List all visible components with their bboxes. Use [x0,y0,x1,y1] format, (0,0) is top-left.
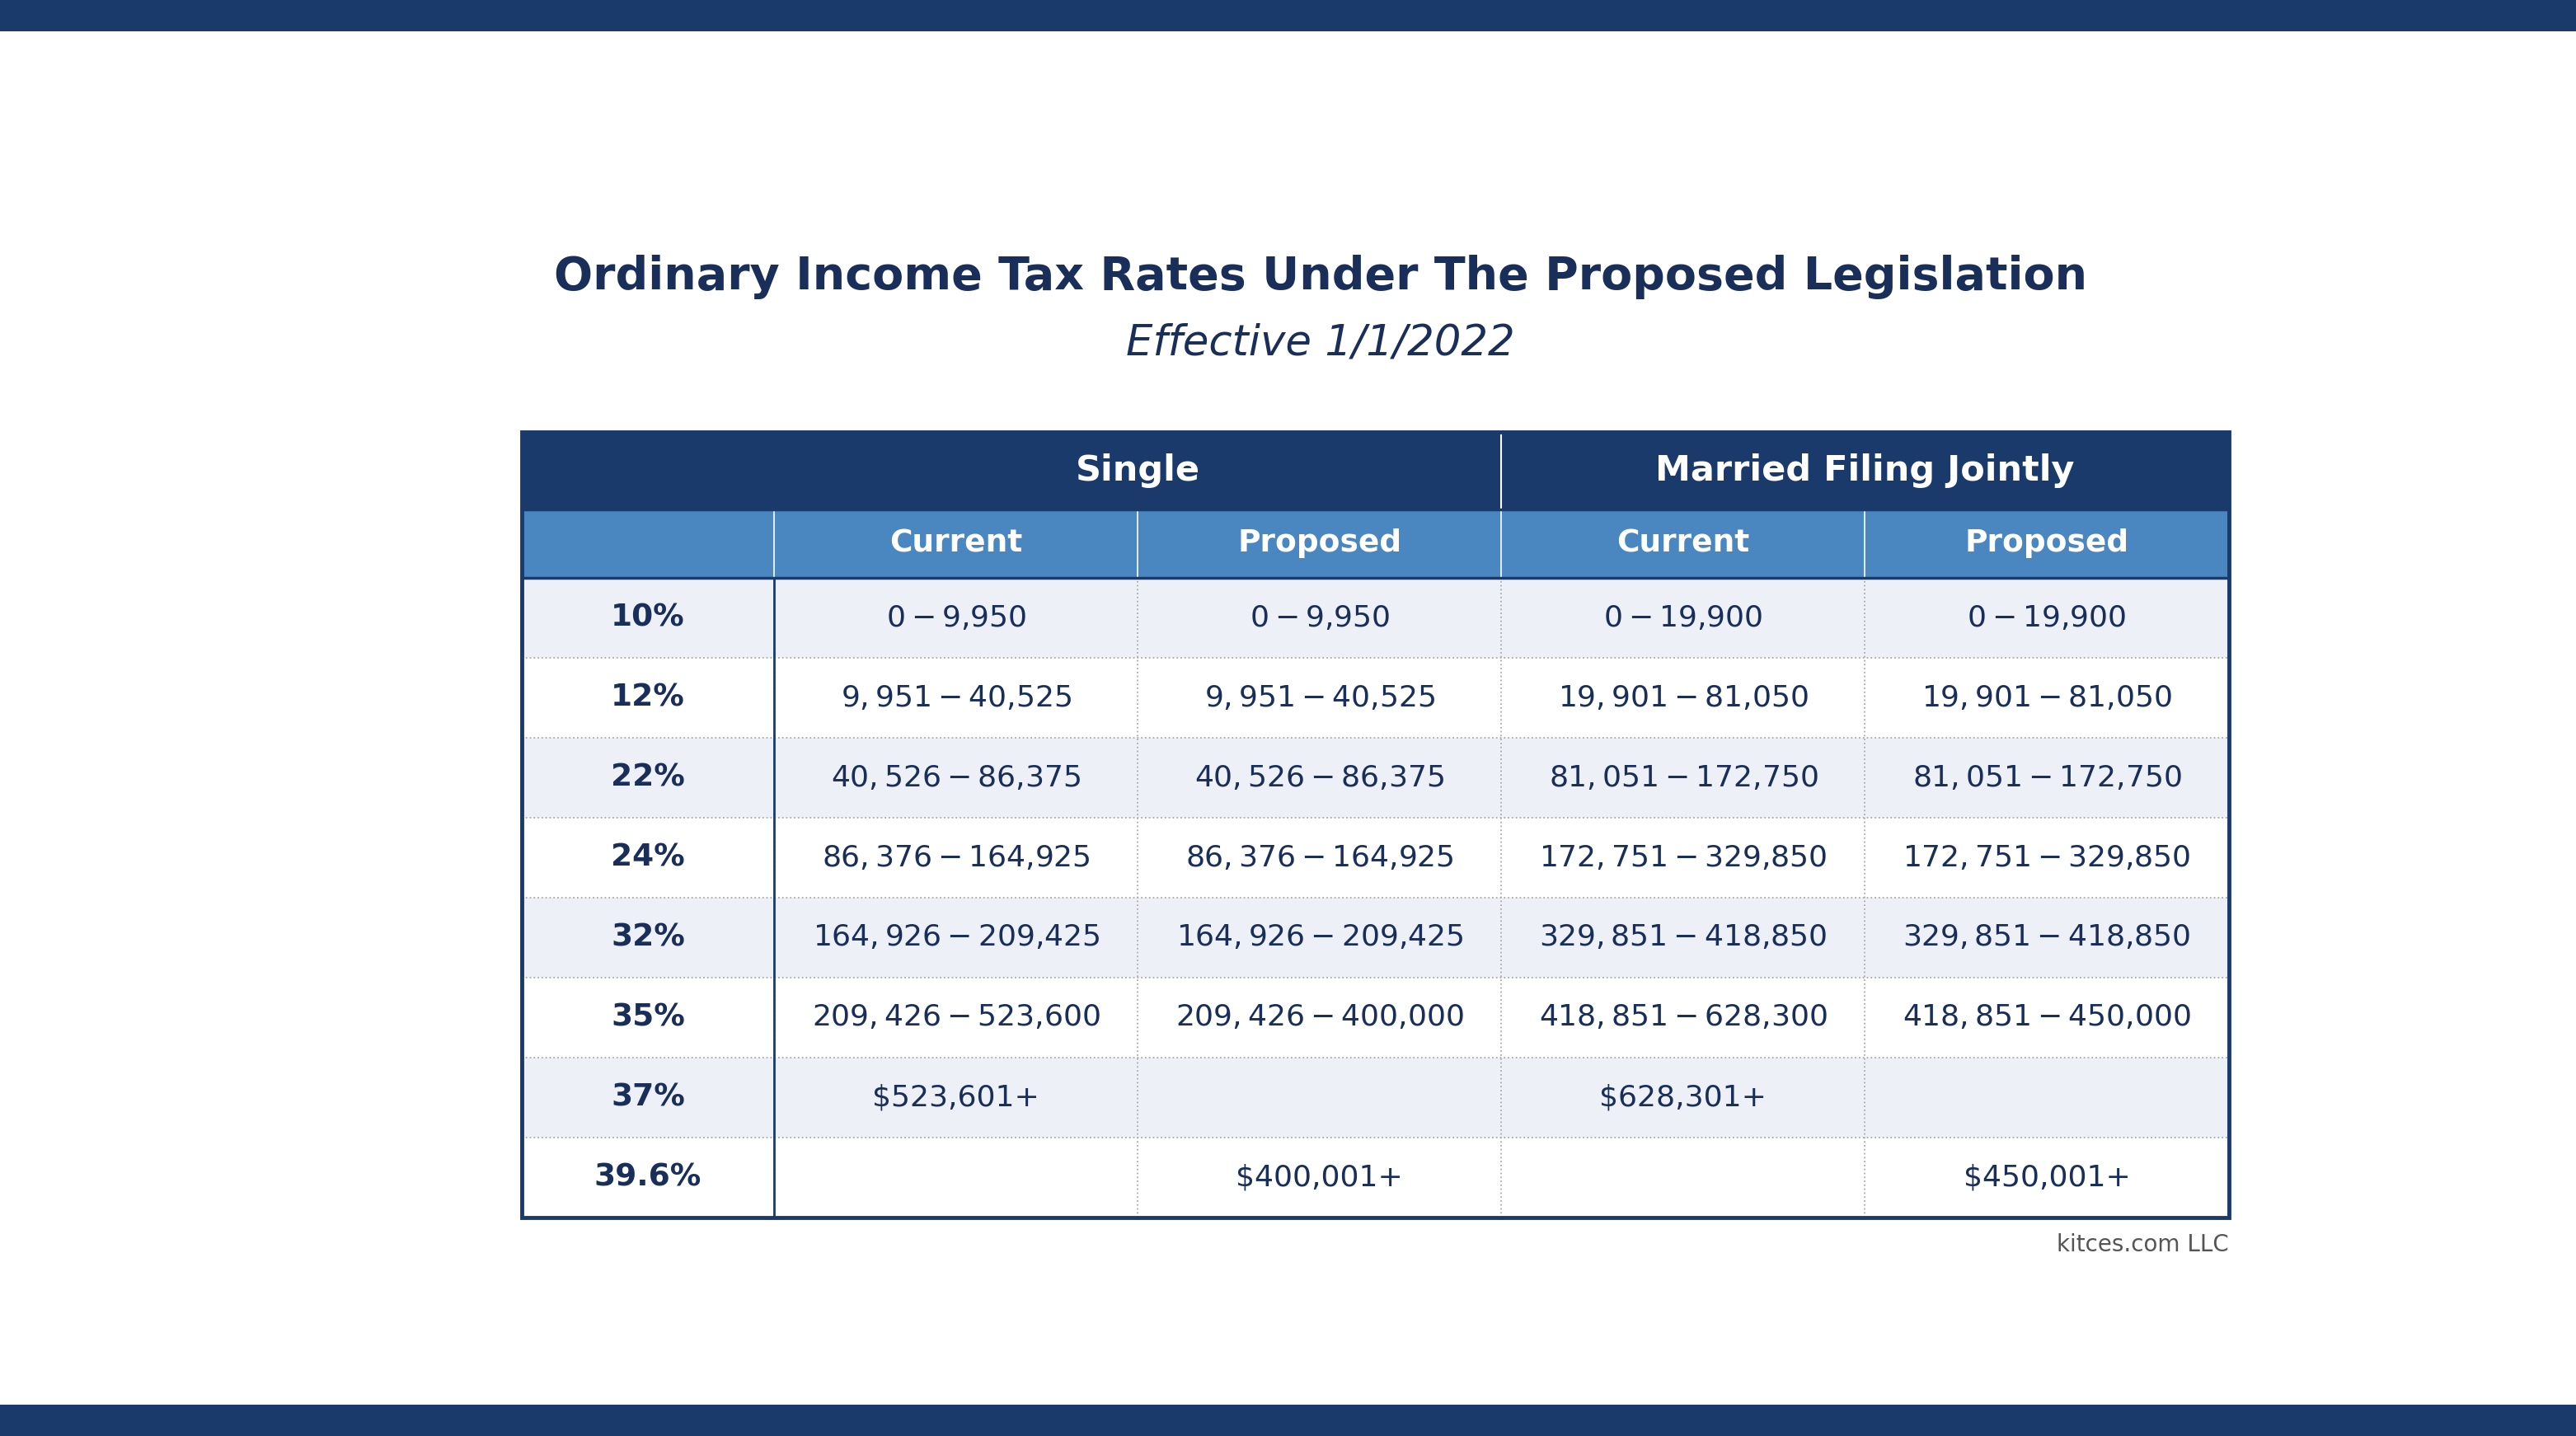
Text: $81,051 - $172,750: $81,051 - $172,750 [1548,764,1819,791]
Text: $209,426 - $400,000: $209,426 - $400,000 [1175,1004,1463,1031]
Bar [520,738,2228,819]
Text: Effective 1/1/2022: Effective 1/1/2022 [1126,323,1515,365]
Text: 24%: 24% [611,843,685,873]
Text: $418,851 - $450,000: $418,851 - $450,000 [1904,1004,2192,1031]
Text: $172,751 - $329,850: $172,751 - $329,850 [1540,844,1826,872]
Text: $450,001+: $450,001+ [1963,1163,2130,1192]
Text: $172,751 - $329,850: $172,751 - $329,850 [1904,844,2190,872]
Text: kitces.com LLC: kitces.com LLC [2056,1234,2228,1256]
Text: Single: Single [1077,454,1200,488]
Text: $0 - $9,950: $0 - $9,950 [1249,605,1391,632]
Text: $19,901 - $81,050: $19,901 - $81,050 [1922,684,2172,712]
Text: $86,376 - $164,925: $86,376 - $164,925 [1185,844,1453,872]
Text: $329,851 - $418,850: $329,851 - $418,850 [1540,923,1826,952]
Text: $209,426 - $523,600: $209,426 - $523,600 [811,1004,1100,1031]
Bar [520,898,2228,978]
Bar [520,1057,2228,1137]
Text: $19,901 - $81,050: $19,901 - $81,050 [1558,684,1808,712]
Text: $0 - $9,950: $0 - $9,950 [886,605,1025,632]
Text: Proposed: Proposed [1236,528,1401,559]
Text: $0 - $19,900: $0 - $19,900 [1968,605,2125,632]
Text: $164,926 - $209,425: $164,926 - $209,425 [811,923,1100,952]
Bar [520,658,2228,738]
Text: $0 - $19,900: $0 - $19,900 [1602,605,1762,632]
Text: 37%: 37% [611,1083,685,1113]
Text: 22%: 22% [611,763,685,793]
Text: $40,526 - $86,375: $40,526 - $86,375 [832,764,1082,791]
Bar [520,579,2228,658]
Text: 10%: 10% [611,603,685,633]
Text: 35%: 35% [611,1002,685,1032]
Text: $628,301+: $628,301+ [1600,1083,1767,1111]
Text: $400,001+: $400,001+ [1236,1163,1404,1192]
Bar [520,819,2228,898]
Text: $164,926 - $209,425: $164,926 - $209,425 [1177,923,1463,952]
Text: $9,951 - $40,525: $9,951 - $40,525 [1203,684,1435,712]
Text: $86,376 - $164,925: $86,376 - $164,925 [822,844,1090,872]
Text: Proposed: Proposed [1965,528,2128,559]
Text: $418,851 - $628,300: $418,851 - $628,300 [1538,1004,1826,1031]
Text: Current: Current [889,528,1023,559]
Bar [520,510,2228,579]
Text: $40,526 - $86,375: $40,526 - $86,375 [1195,764,1445,791]
Bar [520,1137,2228,1218]
Text: Current: Current [1618,528,1749,559]
Text: $329,851 - $418,850: $329,851 - $418,850 [1904,923,2190,952]
Bar [520,978,2228,1057]
Bar [520,432,2228,510]
Text: $523,601+: $523,601+ [873,1083,1041,1111]
Text: Ordinary Income Tax Rates Under The Proposed Legislation: Ordinary Income Tax Rates Under The Prop… [554,256,2087,300]
Text: Married Filing Jointly: Married Filing Jointly [1656,454,2074,488]
Text: 32%: 32% [611,923,685,952]
Text: 39.6%: 39.6% [595,1163,701,1192]
Bar [520,432,2228,1218]
Text: $81,051 - $172,750: $81,051 - $172,750 [1911,764,2182,791]
Text: 12%: 12% [611,684,685,712]
Text: $9,951 - $40,525: $9,951 - $40,525 [840,684,1072,712]
